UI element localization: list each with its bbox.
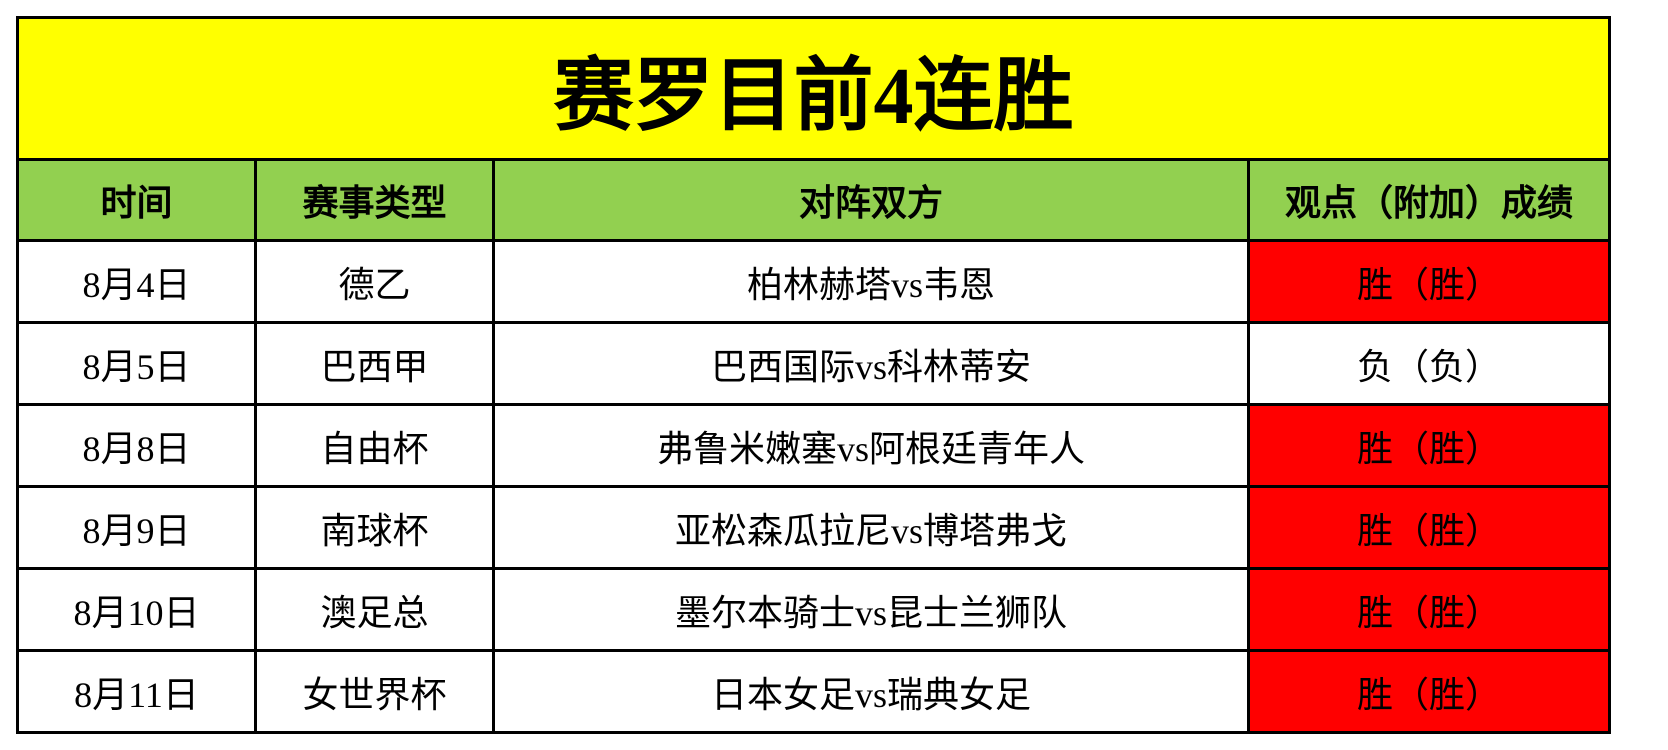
table-row: 8月8日 自由杯 弗鲁米嫩塞vs阿根廷青年人 胜（胜） <box>16 403 1611 488</box>
date-cell: 8月10日 <box>16 567 257 652</box>
result-cell: 胜（胜） <box>1247 485 1611 570</box>
league-cell: 澳足总 <box>254 567 495 652</box>
league-cell: 自由杯 <box>254 403 495 488</box>
date-cell: 8月8日 <box>16 403 257 488</box>
date-cell: 8月9日 <box>16 485 257 570</box>
league-cell: 巴西甲 <box>254 321 495 406</box>
result-cell: 负（负） <box>1247 321 1611 406</box>
result-cell: 胜（胜） <box>1247 239 1611 324</box>
match-cell: 亚松森瓜拉尼vs博塔弗戈 <box>492 485 1250 570</box>
table-row: 8月11日 女世界杯 日本女足vs瑞典女足 胜（胜） <box>16 649 1611 734</box>
table-row: 8月5日 巴西甲 巴西国际vs科林蒂安 负（负） <box>16 321 1611 406</box>
match-cell: 巴西国际vs科林蒂安 <box>492 321 1250 406</box>
table-row: 8月9日 南球杯 亚松森瓜拉尼vs博塔弗戈 胜（胜） <box>16 485 1611 570</box>
table-title: 赛罗目前4连胜 <box>16 16 1611 161</box>
match-cell: 日本女足vs瑞典女足 <box>492 649 1250 734</box>
result-cell: 胜（胜） <box>1247 649 1611 734</box>
date-cell: 8月11日 <box>16 649 257 734</box>
match-cell: 柏林赫塔vs韦恩 <box>492 239 1250 324</box>
league-cell: 女世界杯 <box>254 649 495 734</box>
table-row: 8月4日 德乙 柏林赫塔vs韦恩 胜（胜） <box>16 239 1611 324</box>
header-result: 观点（附加）成绩 <box>1247 158 1611 242</box>
header-row: 时间 赛事类型 对阵双方 观点（附加）成绩 <box>16 158 1611 242</box>
league-cell: 德乙 <box>254 239 495 324</box>
result-cell: 胜（胜） <box>1247 403 1611 488</box>
results-table: 赛罗目前4连胜 时间 赛事类型 对阵双方 观点（附加）成绩 8月4日 德乙 柏林赫塔… <box>16 16 1611 734</box>
header-match: 对阵双方 <box>492 158 1250 242</box>
date-cell: 8月4日 <box>16 239 257 324</box>
league-cell: 南球杯 <box>254 485 495 570</box>
result-cell: 胜（胜） <box>1247 567 1611 652</box>
match-cell: 弗鲁米嫩塞vs阿根廷青年人 <box>492 403 1250 488</box>
header-league: 赛事类型 <box>254 158 495 242</box>
header-date: 时间 <box>16 158 257 242</box>
match-cell: 墨尔本骑士vs昆士兰狮队 <box>492 567 1250 652</box>
table-row: 8月10日 澳足总 墨尔本骑士vs昆士兰狮队 胜（胜） <box>16 567 1611 652</box>
date-cell: 8月5日 <box>16 321 257 406</box>
